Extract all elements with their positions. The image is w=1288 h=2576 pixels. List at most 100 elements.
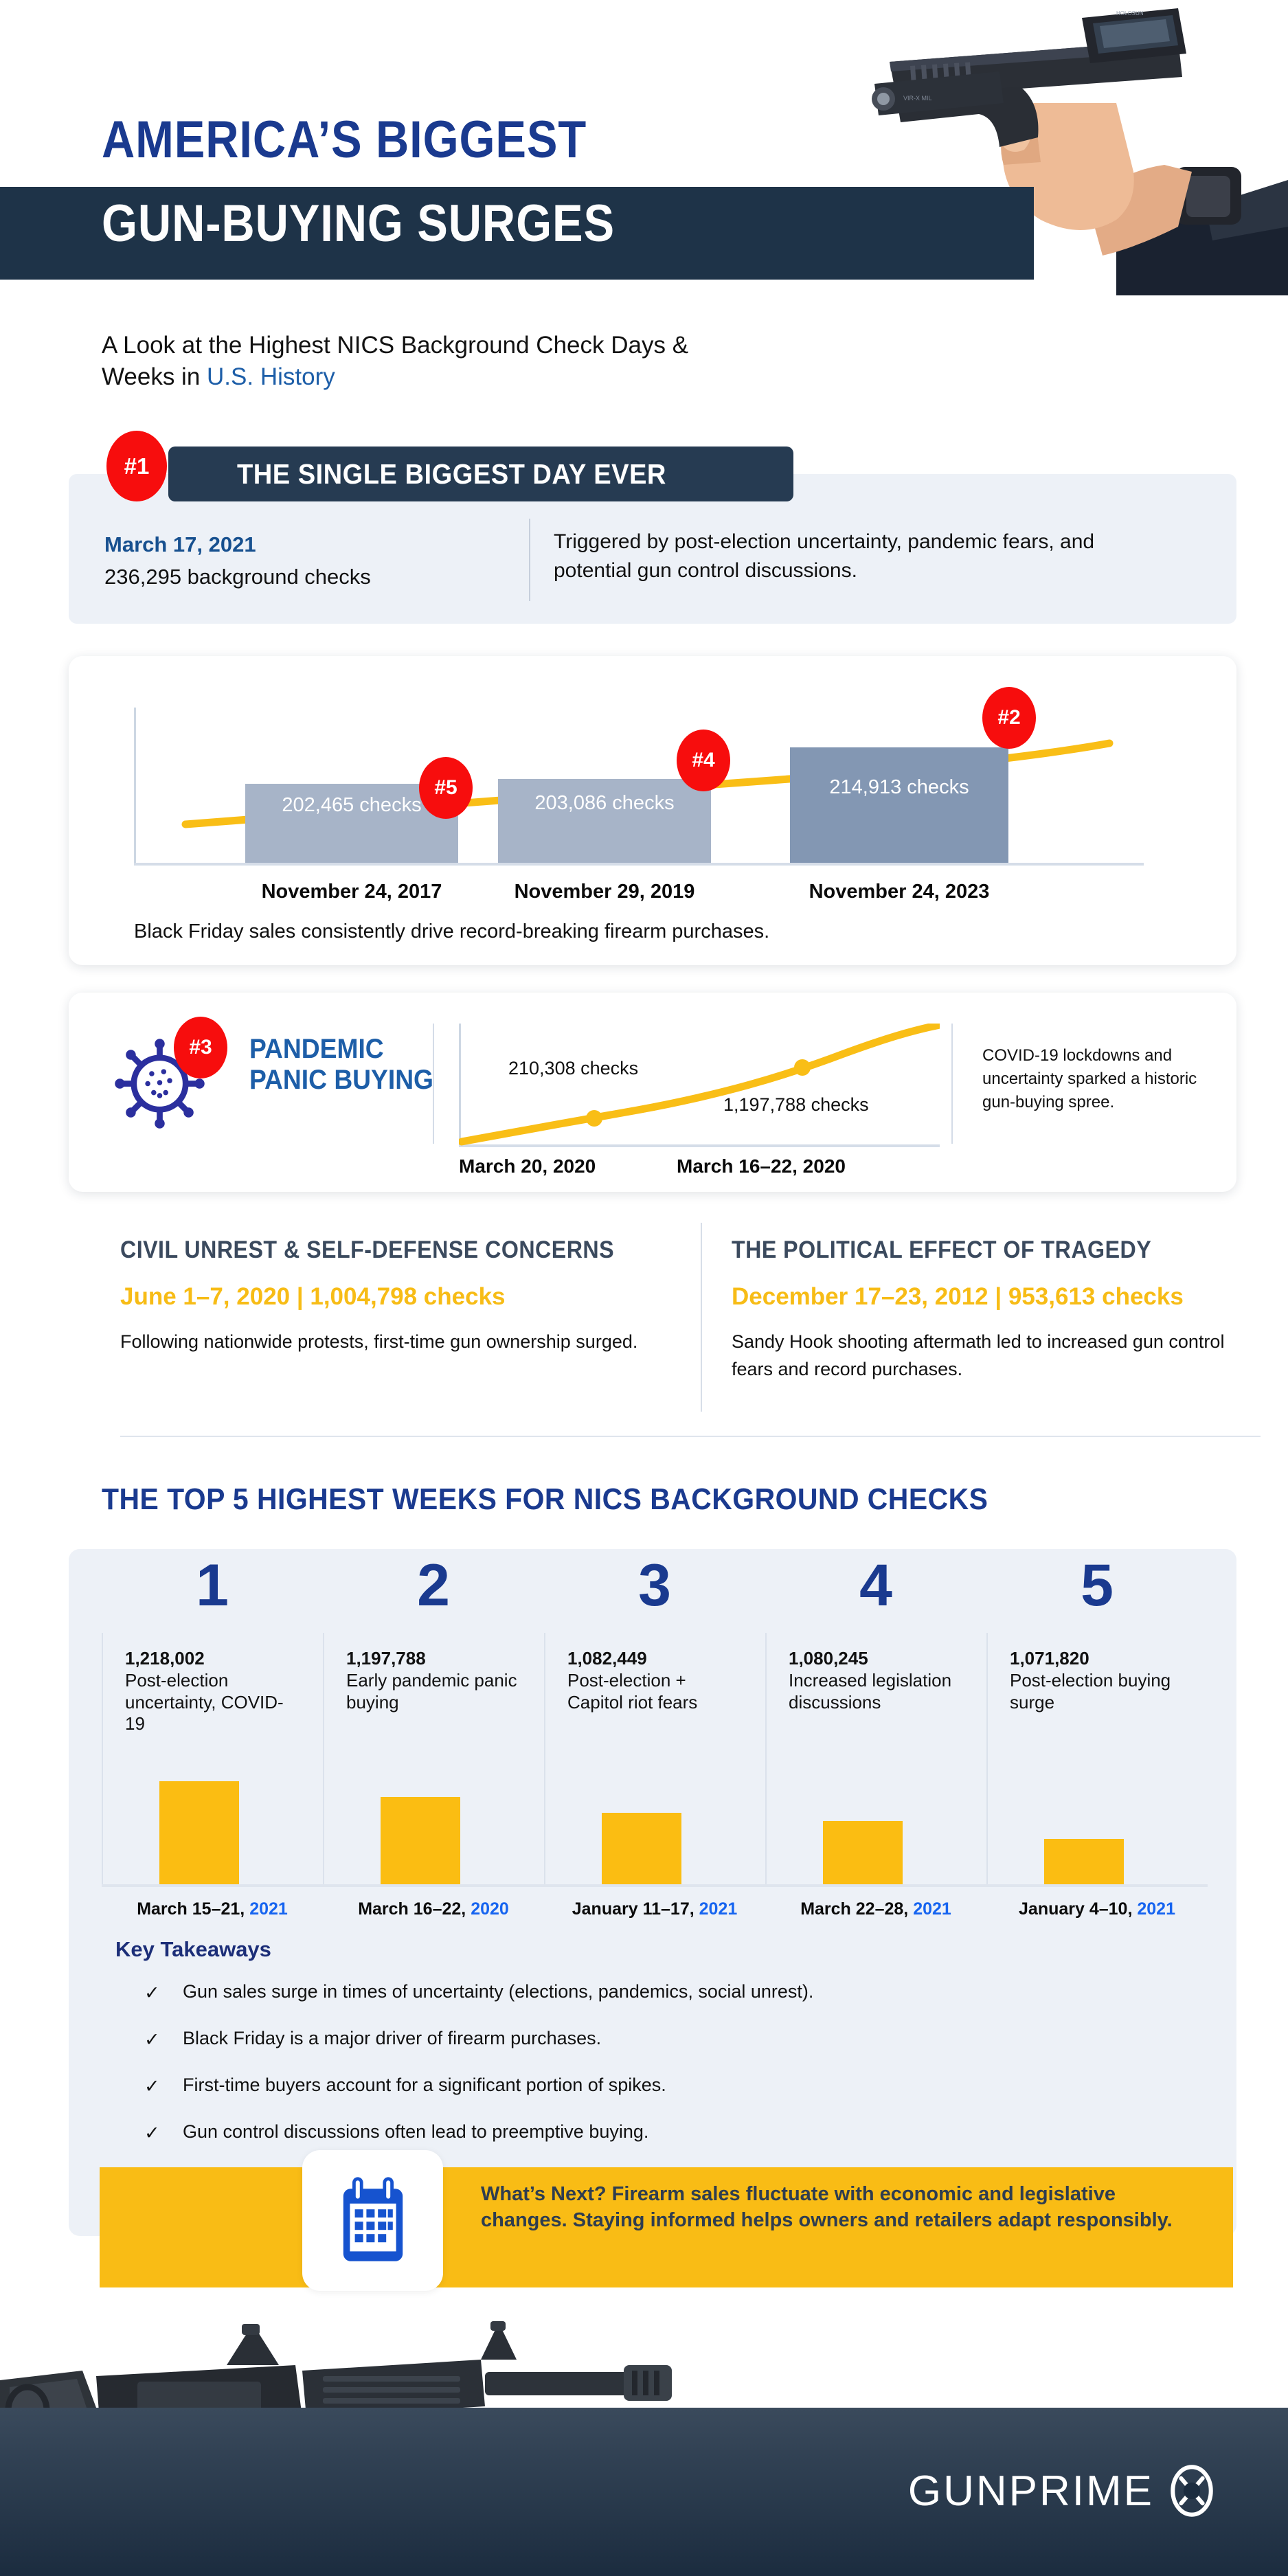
footer-band: GUNPRIME [0,2408,1288,2576]
pandemic-value-day: 210,308 checks [508,1058,639,1078]
column-heading: THE POLITICAL EFFECT OF TRAGEDY [732,1236,1152,1263]
page-title-line-1: AMERICA’S BIGGEST [102,111,587,169]
top5-description: Post-election buying surge [1010,1670,1171,1713]
top5-column-1: 1 1,218,002 Post-election uncertainty, C… [102,1556,323,1886]
subtitle-highlight: U.S. History [207,363,335,391]
list-item: ✓ Gun control discussions often lead to … [144,2119,1140,2165]
key-takeaways-list: ✓ Gun sales surge in times of uncertaint… [144,1978,1140,2165]
rank-number: 3 [638,1552,671,1618]
rank-number: 2 [417,1552,450,1618]
column-body: Sandy Hook shooting aftermath led to inc… [732,1331,1225,1379]
subtitle-text: A Look at the Highest NICS Background Ch… [102,332,689,391]
pandemic-divider-right [951,1024,953,1144]
top5-column-5: 5 1,071,820 Post-election buying surge [986,1556,1208,1886]
bar-2019: 203,086 checks [498,779,711,863]
top5-bar [602,1813,681,1884]
top5-column-4: 4 1,080,245 Increased legislation discus… [765,1556,986,1886]
vertical-divider [529,519,530,601]
date-text: March 15–21, [137,1899,250,1919]
top5-description: Increased legislation discussions [789,1670,952,1713]
list-item-label: Gun sales surge in times of uncertainty … [183,1981,814,2002]
top5-column-2: 2 1,197,788 Early pandemic panic buying [323,1556,544,1886]
list-item: ✓ Black Friday is a major driver of fire… [144,2025,1140,2072]
column-divider [701,1223,702,1412]
pandemic-title-line-1: PANDEMIC [249,1034,384,1064]
top5-panel [69,1549,1236,2236]
top5-cell: 1,218,002 Post-election uncertainty, COV… [102,1633,323,1886]
top5-column-3: 3 1,082,449 Post-election + Capitol riot… [544,1556,765,1886]
date-year: 2021 [249,1899,288,1919]
pandemic-description: COVID-19 lockdowns and uncertainty spark… [982,1046,1197,1112]
date-year: 2020 [471,1899,509,1919]
coronavirus-icon [110,1034,210,1133]
date-year: 2021 [699,1899,738,1919]
pandemic-x-label-day: March 20, 2020 [459,1155,596,1177]
top5-description: Post-election uncertainty, COVID-19 [125,1670,284,1735]
pandemic-card [69,993,1236,1192]
top5-bar [381,1797,460,1884]
chart-y-axis [134,708,136,866]
top5-description: Post-election + Capitol riot fears [567,1670,698,1713]
bar-2023: 214,913 checks [790,747,1008,863]
x-label-2017: November 24, 2017 [261,881,442,903]
section-separator [120,1436,1261,1437]
top5-cell: 1,071,820 Post-election buying surge [986,1633,1208,1886]
date-text: January 4–10, [1019,1899,1138,1919]
top5-value: 1,218,002 [125,1648,205,1669]
pandemic-value-week: 1,197,788 checks [723,1094,869,1115]
bar-value-2019: 203,086 checks [534,791,675,814]
top5-bar [1044,1839,1124,1884]
rank-number: 1 [196,1552,229,1618]
rank-badge-3: #3 [174,1017,227,1078]
check-icon: ✓ [144,1982,160,2003]
top5-value: 1,071,820 [1010,1648,1089,1669]
gunprime-crosshair-icon [1168,2464,1216,2518]
check-icon: ✓ [144,2076,160,2097]
date-year: 2021 [913,1899,951,1919]
chart-x-axis [459,1144,940,1147]
pandemic-title: PANDEMIC PANIC BUYING [249,1034,433,1096]
biggest-day-heading: THE SINGLE BIGGEST DAY EVER [237,457,666,490]
top5-date-1: March 15–21, 2021 [102,1899,323,1919]
date-year: 2021 [1137,1899,1175,1919]
top5-cell: 1,080,245 Increased legislation discussi… [765,1633,986,1886]
top5-bar [159,1781,239,1884]
column-political-effect: THE POLITICAL EFFECT OF TRAGEDY December… [732,1236,1261,1383]
list-item-label: First-time buyers account for a signific… [183,2075,666,2095]
top5-value: 1,080,245 [789,1648,868,1669]
biggest-day-header: THE SINGLE BIGGEST DAY EVER [168,447,793,501]
hero-section: HOLOSUN VIR-X MIL AMERICA’S BIGGEST GUN-… [0,0,1288,390]
black-friday-x-labels: November 24, 2017 November 29, 2019 Nove… [134,881,1144,908]
date-text: January 11–17, [572,1899,699,1919]
top5-axis-line [102,1884,1208,1887]
date-text: March 16–22, [358,1899,471,1919]
top5-date-labels: March 15–21, 2021 March 16–22, 2020 Janu… [102,1899,1208,1927]
column-stat: June 1–7, 2020 | 1,004,798 checks [120,1283,506,1310]
chart-y-axis [459,1024,461,1147]
rank-badge-4: #4 [677,730,730,791]
top5-value: 1,197,788 [346,1648,426,1669]
biggest-day-checks: 236,295 background checks [104,565,371,589]
pandemic-chart: 210,308 checks 1,197,788 checks [459,1024,940,1147]
column-stat: December 17–23, 2012 | 953,613 checks [732,1283,1184,1310]
rank-number: 4 [859,1552,892,1618]
x-label-2023: November 24, 2023 [809,881,990,903]
x-label-2019: November 29, 2019 [514,881,695,903]
svg-text:HOLOSUN: HOLOSUN [1116,10,1144,16]
top5-date-5: January 4–10, 2021 [986,1899,1208,1919]
top5-value: 1,082,449 [567,1648,647,1669]
pandemic-x-label-week: March 16–22, 2020 [677,1155,846,1177]
whats-next-banner [100,2167,1233,2287]
top5-date-2: March 16–22, 2020 [323,1899,544,1919]
rank-number: 5 [1081,1552,1114,1618]
bar-value-2023: 214,913 checks [829,776,969,798]
top5-date-4: March 22–28, 2021 [765,1899,986,1919]
list-item: ✓ Gun sales surge in times of uncertaint… [144,1978,1140,2025]
black-friday-note: Black Friday sales consistently drive re… [134,920,770,942]
list-item-label: Gun control discussions often lead to pr… [183,2121,649,2142]
top5-grid: 1 1,218,002 Post-election uncertainty, C… [102,1556,1208,1886]
check-icon: ✓ [144,2123,160,2143]
top5-title: THE TOP 5 HIGHEST WEEKS FOR NICS BACKGRO… [102,1482,988,1516]
calendar-icon [302,2150,443,2291]
svg-text:VIR-X MIL: VIR-X MIL [903,95,932,102]
